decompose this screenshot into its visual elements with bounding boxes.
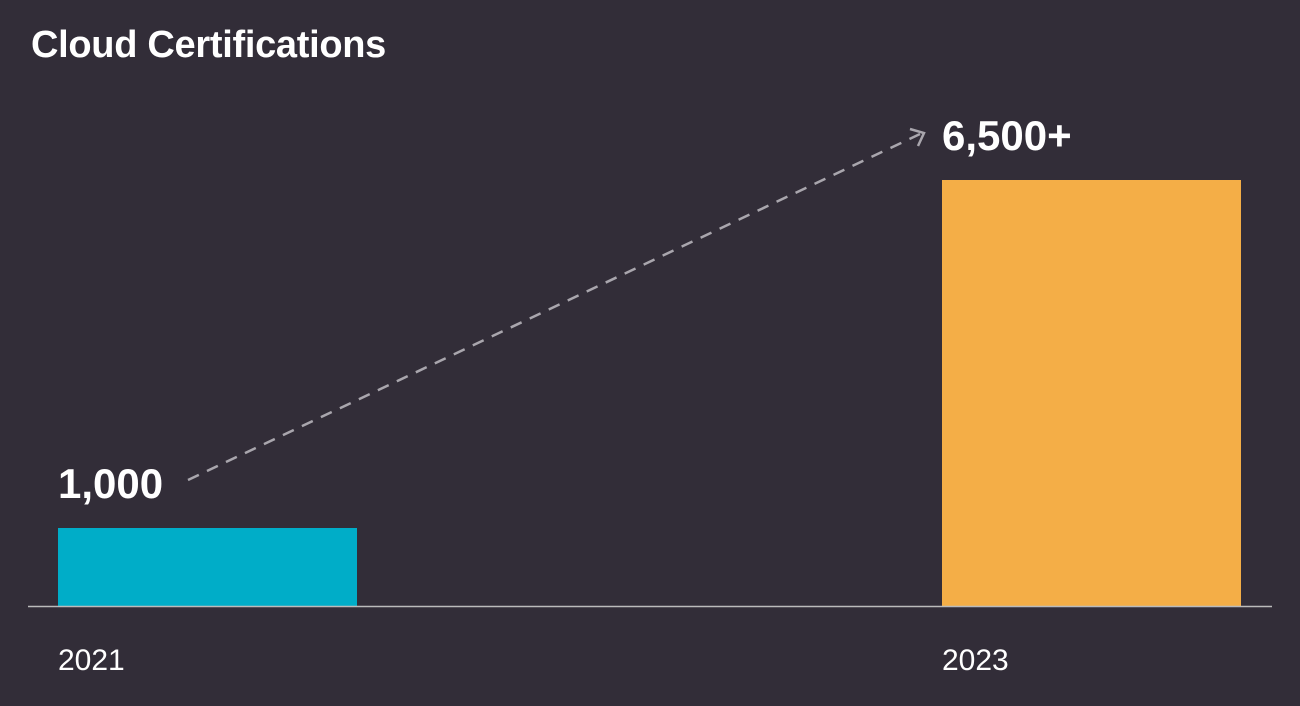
- x-tick-2023: 2023: [942, 644, 1009, 677]
- arrow-head-icon: [909, 127, 926, 147]
- data-label-2023: 6,500+: [942, 112, 1072, 159]
- bar-2023: [942, 180, 1241, 606]
- chart-title: Cloud Certifications: [31, 24, 387, 66]
- data-label-2021: 1,000: [58, 460, 163, 507]
- trend-arrow-line: [187, 132, 921, 482]
- x-tick-2021: 2021: [58, 644, 125, 677]
- bar-2021: [58, 528, 357, 606]
